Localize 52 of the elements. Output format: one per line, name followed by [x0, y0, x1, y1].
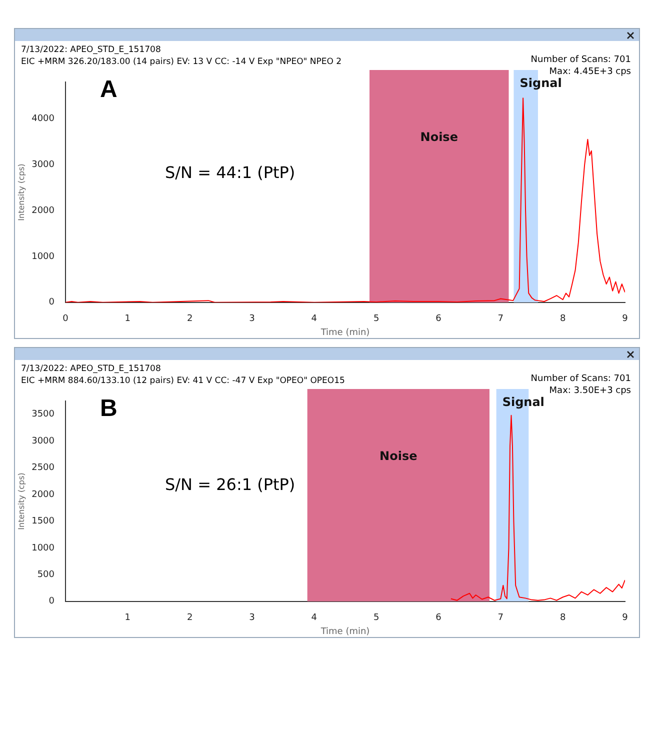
band-label: Noise	[380, 449, 418, 464]
y-tick-label: 0	[48, 298, 55, 308]
x-tick-label: 2	[186, 613, 193, 624]
x-tick-label: 1	[124, 613, 131, 624]
y-tick-label: 1000	[32, 543, 55, 554]
x-tick-label: 5	[373, 314, 380, 324]
chart-title: 7/13/2022: APEO_STD_E_151708	[21, 44, 162, 56]
y-axis-title: Intensity (cps)	[16, 472, 26, 530]
y-tick-label: 3000	[32, 160, 55, 170]
x-tick-label: 3	[249, 314, 255, 324]
y-tick-label: 500	[37, 570, 55, 580]
annotation: S/N = 26:1 (PtP)	[165, 474, 296, 494]
x-tick-label: 5	[373, 613, 380, 624]
text: Number of Scans: 701	[530, 54, 631, 66]
text: Max: 4.45E+3 cps	[548, 66, 631, 78]
y-tick-label: 2500	[32, 463, 55, 474]
chart-subtitle: EIC +MRM 884.60/133.10 (12 pairs) EV: 41 V CC: -47 V Exp "OPEO" OPEO15	[21, 376, 345, 386]
annotation: A	[100, 76, 118, 104]
x-tick-label: 7	[498, 314, 504, 324]
y-tick-label: 0	[48, 596, 55, 607]
annotation: S/N = 44:1 (PtP)	[165, 162, 296, 182]
chart-title: 7/13/2022: APEO_STD_E_151708	[21, 363, 162, 375]
y-tick-label: 1500	[32, 516, 55, 527]
x-tick-label: 0	[62, 314, 69, 324]
band-label: Noise	[420, 130, 458, 144]
x-tick-label: 7	[498, 613, 504, 624]
x-tick-label: 9	[622, 314, 628, 324]
x-axis-title: Time (min)	[320, 328, 370, 338]
x-tick-label: 9	[622, 613, 628, 624]
x-tick-label: 2	[186, 314, 193, 324]
chart-subtitle: EIC +MRM 326.20/183.00 (14 pairs) EV: 13 V CC: -14 V Exp "NPEO" NPEO 2	[21, 57, 342, 67]
band-label: Signal	[520, 76, 562, 90]
x-tick-label: 3	[249, 613, 255, 624]
text: Number of Scans: 701	[530, 373, 631, 385]
annotation: B	[100, 395, 118, 423]
x-tick-label: 4	[311, 314, 318, 324]
y-tick-label: 2000	[32, 206, 55, 216]
x-tick-label: 4	[311, 613, 318, 624]
x-axis-title: Time (min)	[320, 626, 370, 637]
band-label: Signal	[502, 395, 544, 410]
y-tick-label: 1000	[32, 252, 55, 262]
y-tick-label: 3000	[32, 436, 55, 446]
x-tick-label: 8	[560, 613, 566, 624]
text: Max: 3.50E+3 cps	[548, 385, 631, 397]
y-axis-title: Intensity (cps)	[16, 164, 26, 221]
y-tick-label: 3500	[32, 410, 55, 420]
x-tick-label: 8	[560, 314, 566, 324]
y-tick-label: 2000	[32, 490, 55, 500]
x-tick-label: 1	[124, 314, 131, 324]
x-tick-label: 6	[436, 613, 442, 624]
y-tick-label: 4000	[32, 114, 55, 124]
x-tick-label: 6	[436, 314, 442, 324]
